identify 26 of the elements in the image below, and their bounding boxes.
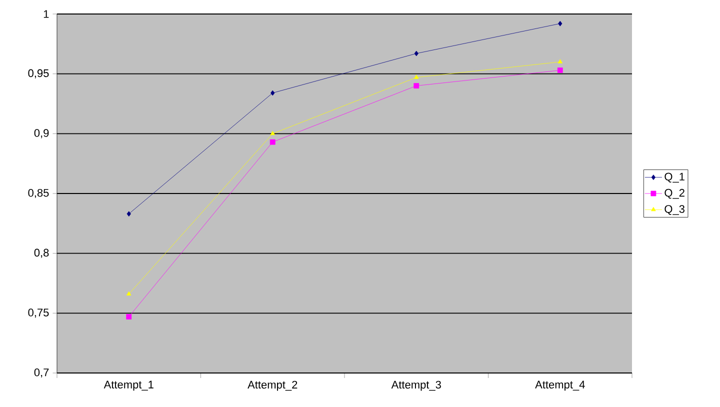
legend-label: Q_3 xyxy=(664,205,684,215)
point xyxy=(414,83,420,88)
point xyxy=(270,90,275,96)
point xyxy=(414,50,418,56)
x-tick-label: Attempt_1 xyxy=(104,380,154,391)
y-tick-label: 0,7 xyxy=(34,368,49,378)
point xyxy=(270,130,275,136)
y-tick-label: 0,85 xyxy=(28,188,49,198)
y-tick-label: 1 xyxy=(44,10,49,18)
point xyxy=(558,59,562,64)
point xyxy=(557,68,563,73)
x-tick-label: Attempt_3 xyxy=(391,380,441,391)
point xyxy=(126,291,132,296)
x-tick-label: Attempt_4 xyxy=(535,380,585,391)
point xyxy=(414,74,419,79)
point xyxy=(126,314,132,320)
y-tick-label: 0,8 xyxy=(34,248,49,258)
point xyxy=(270,139,276,145)
legend-label: Q_1 xyxy=(664,172,684,183)
legend-label: Q_2 xyxy=(664,188,684,199)
point xyxy=(126,211,131,217)
point xyxy=(558,20,562,26)
y-tick-label: 0,95 xyxy=(28,69,49,78)
y-tick-label: 0,9 xyxy=(34,129,49,138)
y-tick-label: 0,75 xyxy=(28,308,49,318)
x-tick-label: Attempt_2 xyxy=(248,380,298,391)
